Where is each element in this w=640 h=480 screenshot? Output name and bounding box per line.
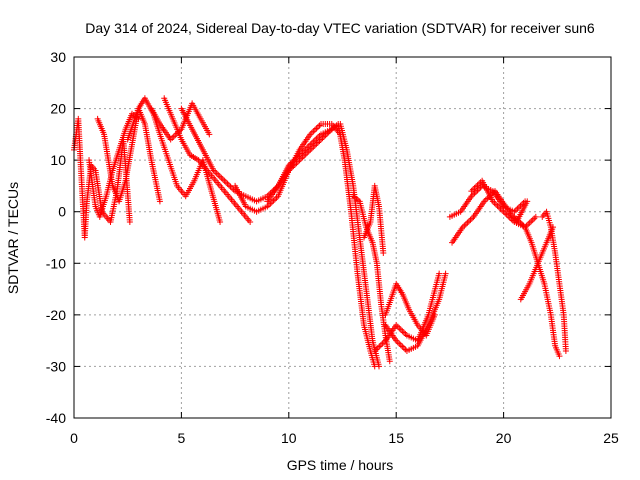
y-tick-label: 0 xyxy=(58,204,66,220)
grid xyxy=(74,57,611,418)
data-point xyxy=(380,249,387,256)
y-tick-label: -20 xyxy=(46,307,66,323)
y-tick-label: 10 xyxy=(50,152,66,168)
data-point xyxy=(126,219,133,226)
data-points xyxy=(71,95,569,370)
data-point xyxy=(436,270,443,277)
data-point xyxy=(247,219,254,226)
y-tick-label: -40 xyxy=(46,410,66,426)
data-point xyxy=(556,353,563,360)
data-point xyxy=(442,270,449,277)
data-point xyxy=(550,224,557,231)
series-trace-p xyxy=(382,270,449,354)
series-trace-i xyxy=(264,126,335,205)
series-trace-a xyxy=(71,115,133,241)
series-trace-u xyxy=(539,208,569,354)
y-tick-label: -10 xyxy=(46,255,66,271)
chart-title: Day 314 of 2024, Sidereal Day-to-day VTE… xyxy=(85,20,595,36)
data-point xyxy=(386,358,393,365)
x-tick-label: 5 xyxy=(178,430,186,446)
x-tick-label: 10 xyxy=(281,430,297,446)
y-tick-label: 30 xyxy=(50,49,66,65)
x-axis-label: GPS time / hours xyxy=(287,457,394,473)
x-tick-label: 0 xyxy=(70,430,78,446)
tick-labels: 0 5 10 15 20 25 -40 -30 -20 -10 0 10 20 30 xyxy=(46,49,619,446)
series-trace-c xyxy=(94,105,163,205)
data-point xyxy=(156,198,163,205)
data-point xyxy=(376,363,383,370)
series-trace-m xyxy=(360,182,387,256)
data-point xyxy=(217,219,224,226)
plot-frame xyxy=(73,56,612,419)
series-trace-k xyxy=(337,121,383,370)
series-trace-s xyxy=(468,177,539,231)
data-point xyxy=(206,131,213,138)
series-trace-f xyxy=(161,95,254,226)
x-tick-label: 20 xyxy=(496,430,512,446)
series-trace-v xyxy=(517,224,557,303)
y-tick-label: -30 xyxy=(46,358,66,374)
series-trace-e xyxy=(148,100,213,143)
y-axis-label: SDTVAR / TECUs xyxy=(5,182,21,294)
data-point xyxy=(524,198,531,205)
data-point xyxy=(532,213,539,220)
data-point xyxy=(562,347,569,354)
x-tick-label: 15 xyxy=(388,430,404,446)
x-tick-label: 25 xyxy=(603,430,619,446)
y-tick-label: 20 xyxy=(50,101,66,117)
